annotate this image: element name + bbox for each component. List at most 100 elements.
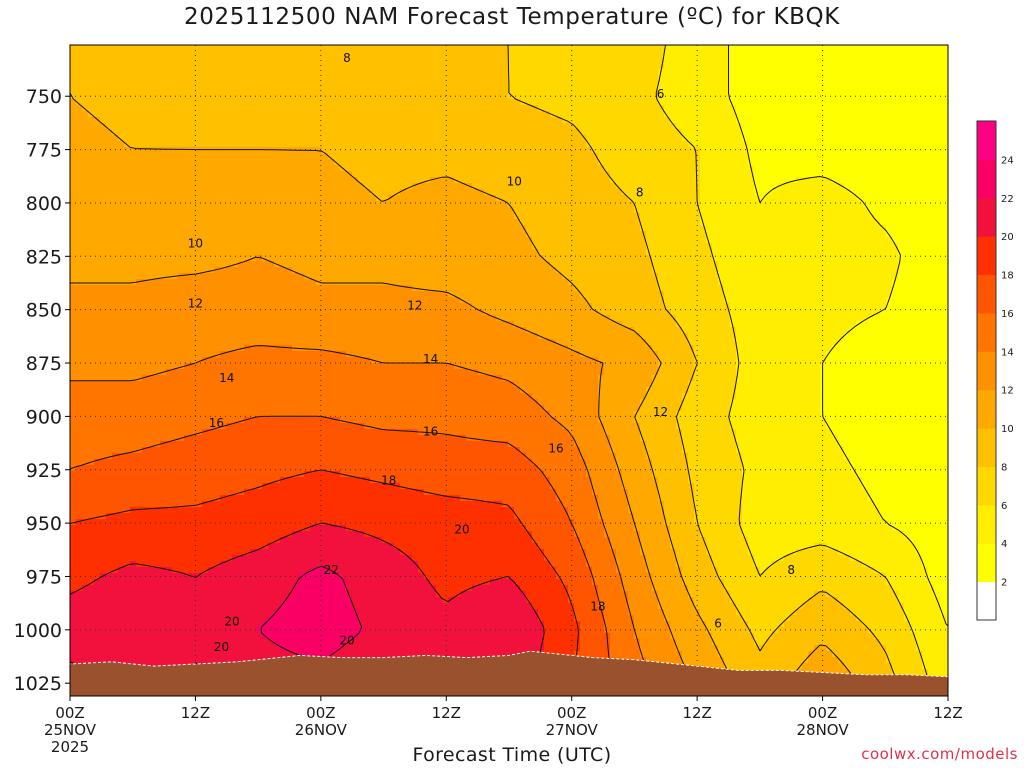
temperature-cell: [328, 75, 335, 82]
temperature-cell: [244, 105, 251, 112]
temperature-cell: [832, 63, 839, 70]
temperature-cell: [106, 123, 113, 130]
temperature-cell: [562, 243, 569, 250]
temperature-cell: [490, 177, 497, 184]
temperature-cell: [760, 219, 767, 226]
temperature-cell: [370, 129, 377, 136]
temperature-cell: [910, 93, 917, 100]
temperature-cell: [304, 69, 311, 76]
temperature-cell: [784, 147, 791, 154]
temperature-cell: [790, 111, 797, 118]
temperature-cell: [502, 63, 509, 70]
temperature-cell: [784, 237, 791, 244]
temperature-cell: [784, 81, 791, 88]
temperature-cell: [442, 231, 449, 238]
temperature-cell: [574, 87, 581, 94]
temperature-cell: [718, 213, 725, 220]
temperature-cell: [694, 141, 701, 148]
temperature-cell: [130, 81, 137, 88]
temperature-cell: [112, 63, 119, 70]
temperature-cell: [304, 177, 311, 184]
temperature-cell: [682, 231, 689, 238]
temperature-cell: [832, 189, 839, 196]
temperature-cell: [724, 201, 731, 208]
temperature-cell: [328, 189, 335, 196]
temperature-cell: [538, 195, 545, 202]
temperature-cell: [670, 153, 677, 160]
temperature-cell: [238, 81, 245, 88]
temperature-cell: [310, 243, 317, 250]
temperature-cell: [172, 159, 179, 166]
temperature-cell: [148, 219, 155, 226]
temperature-cell: [754, 171, 761, 178]
temperature-cell: [112, 141, 119, 148]
temperature-cell: [562, 201, 569, 208]
temperature-cell: [100, 63, 107, 70]
temperature-cell: [802, 69, 809, 76]
temperature-cell: [478, 177, 485, 184]
temperature-cell: [742, 177, 749, 184]
temperature-cell: [214, 123, 221, 130]
temperature-cell: [166, 141, 173, 148]
temperature-cell: [814, 237, 821, 244]
temperature-cell: [898, 237, 905, 244]
temperature-cell: [736, 183, 743, 190]
temperature-cell: [628, 51, 635, 58]
temperature-cell: [412, 87, 419, 94]
temperature-cell: [928, 135, 935, 142]
temperature-cell: [286, 231, 293, 238]
temperature-cell: [100, 237, 107, 244]
temperature-cell: [838, 45, 845, 52]
temperature-cell: [226, 153, 233, 160]
temperature-cell: [418, 153, 425, 160]
temperature-cell: [394, 207, 401, 214]
temperature-cell: [334, 81, 341, 88]
temperature-cell: [412, 201, 419, 208]
temperature-cell: [322, 57, 329, 64]
temperature-cell: [184, 99, 191, 106]
temperature-cell: [514, 93, 521, 100]
temperature-cell: [418, 165, 425, 172]
temperature-cell: [322, 117, 329, 124]
temperature-cell: [448, 69, 455, 76]
temperature-cell: [862, 165, 869, 172]
temperature-cell: [826, 225, 833, 232]
temperature-cell: [226, 87, 233, 94]
temperature-cell: [202, 189, 209, 196]
temperature-cell: [418, 57, 425, 64]
temperature-cell: [730, 51, 737, 58]
temperature-cell: [790, 213, 797, 220]
temperature-cell: [226, 243, 233, 250]
temperature-cell: [928, 159, 935, 166]
temperature-cell: [826, 51, 833, 58]
temperature-cell: [154, 231, 161, 238]
temperature-cell: [124, 153, 131, 160]
temperature-cell: [178, 189, 185, 196]
temperature-cell: [862, 81, 869, 88]
temperature-cell: [142, 243, 149, 250]
temperature-cell: [736, 75, 743, 82]
temperature-cell: [820, 75, 827, 82]
temperature-cell: [670, 213, 677, 220]
temperature-cell: [76, 153, 83, 160]
temperature-cell: [220, 177, 227, 184]
temperature-cell: [166, 87, 173, 94]
temperature-cell: [520, 57, 527, 64]
temperature-cell: [496, 123, 503, 130]
temperature-cell: [562, 63, 569, 70]
temperature-cell: [304, 243, 311, 250]
temperature-cell: [922, 189, 929, 196]
temperature-cell: [148, 111, 155, 118]
temperature-cell: [436, 207, 443, 214]
temperature-cell: [676, 183, 683, 190]
temperature-cell: [238, 195, 245, 202]
temperature-cell: [904, 243, 911, 250]
temperature-cell: [88, 159, 95, 166]
temperature-cell: [82, 213, 89, 220]
temperature-cell: [124, 183, 131, 190]
temperature-cell: [718, 75, 725, 82]
temperature-cell: [550, 81, 557, 88]
temperature-cell: [760, 243, 767, 250]
temperature-cell: [742, 237, 749, 244]
temperature-cell: [166, 207, 173, 214]
